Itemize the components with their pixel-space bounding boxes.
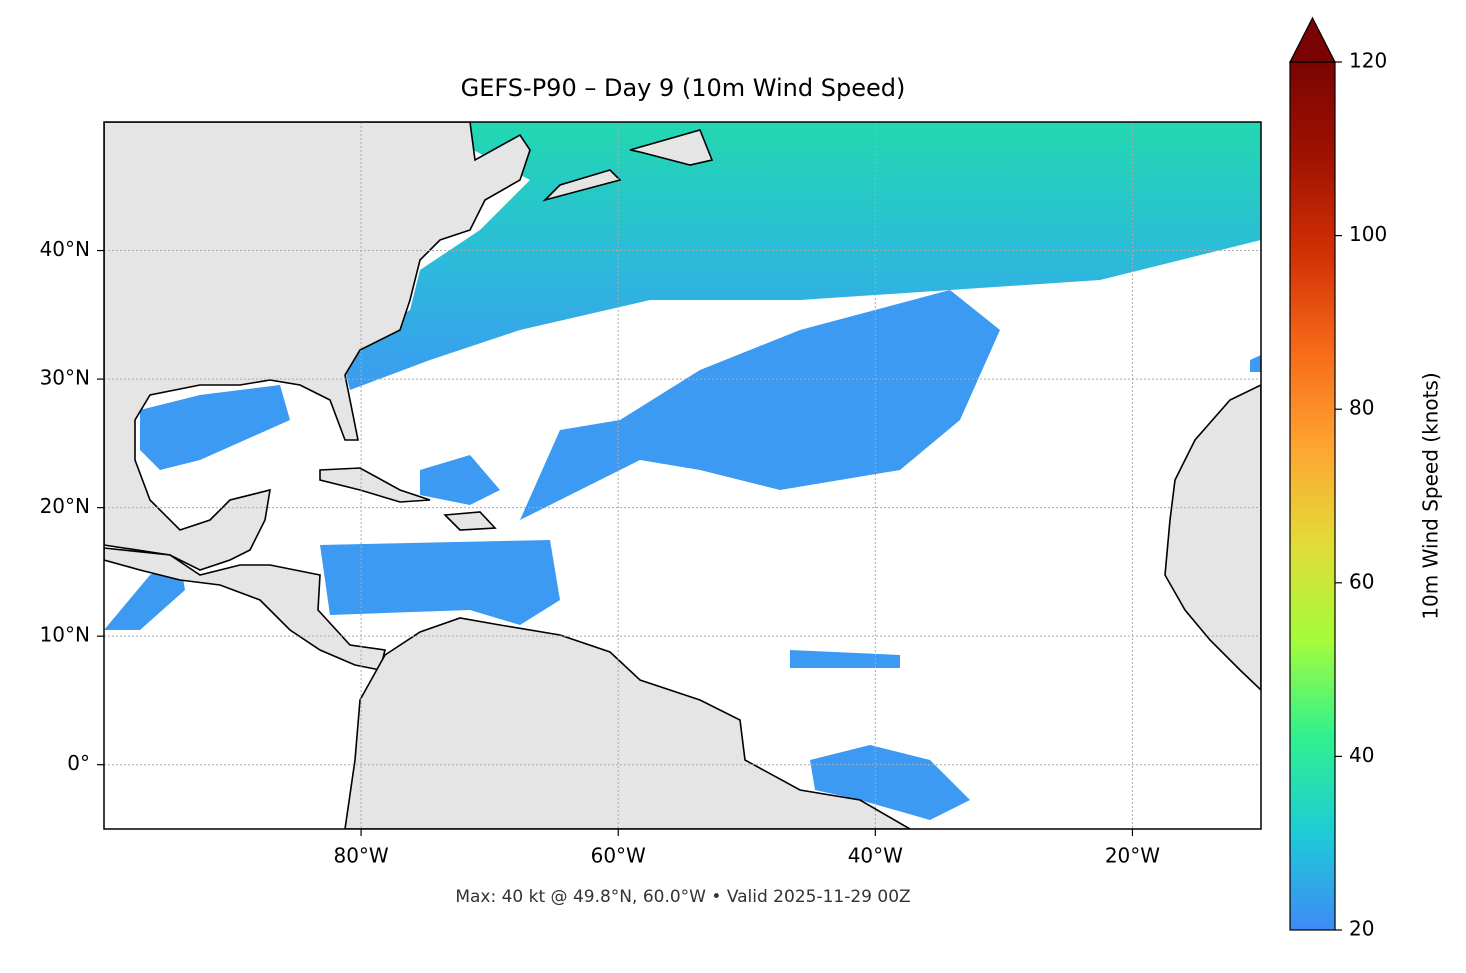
y-tick-label: 10°N bbox=[40, 623, 90, 647]
title: GEFS-P90 – Day 9 (10m Wind Speed) bbox=[461, 74, 906, 102]
colorbar-extend bbox=[1289, 16, 1336, 63]
land bbox=[104, 122, 1261, 829]
map bbox=[104, 122, 1261, 829]
colorbar-tick-label: 20 bbox=[1349, 917, 1374, 941]
gridlines bbox=[104, 122, 1261, 829]
colorbar-body bbox=[1289, 61, 1336, 931]
colorbar-label: 10m Wind Speed (knots) bbox=[1419, 372, 1443, 619]
colorbar-tick-label: 40 bbox=[1349, 743, 1374, 767]
x-tick-label: 40°W bbox=[848, 844, 903, 868]
colorbar-tick-label: 60 bbox=[1349, 569, 1374, 593]
x-tick-label: 20°W bbox=[1105, 844, 1160, 868]
colorbar-tick-label: 100 bbox=[1349, 222, 1387, 246]
x-tick-label: 80°W bbox=[333, 844, 388, 868]
map-frame bbox=[103, 121, 1262, 830]
colorbar: 20 40 60 80 100 120 10m Wind Speed (knots) bbox=[1289, 16, 1443, 941]
y-tick-label: 40°N bbox=[40, 237, 90, 261]
x-tick-label: 60°W bbox=[591, 844, 646, 868]
y-tick-label: 30°N bbox=[40, 366, 90, 390]
footnote: Max: 40 kt @ 49.8°N, 60.0°W • Valid 2025… bbox=[455, 887, 910, 907]
y-tick-label: 0° bbox=[67, 751, 90, 775]
colorbar-tick-label: 80 bbox=[1349, 396, 1374, 420]
colorbar-tick-label: 120 bbox=[1349, 49, 1387, 73]
y-tick-label: 20°N bbox=[40, 494, 90, 518]
